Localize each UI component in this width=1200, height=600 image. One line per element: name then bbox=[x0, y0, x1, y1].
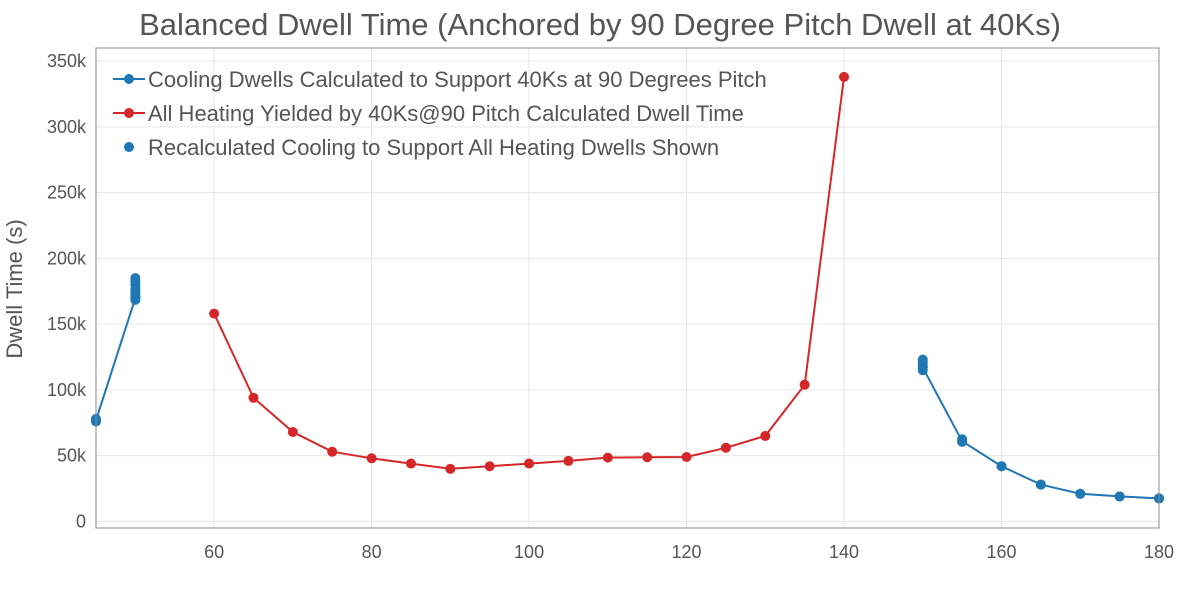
x-tick-label: 140 bbox=[829, 542, 859, 562]
series-3 bbox=[91, 273, 1164, 504]
data-point bbox=[760, 430, 771, 441]
data-point bbox=[839, 71, 850, 82]
data-point bbox=[602, 452, 613, 463]
data-point bbox=[642, 452, 653, 463]
data-point bbox=[209, 308, 220, 319]
data-point bbox=[327, 446, 338, 457]
data-point bbox=[366, 453, 377, 464]
data-point bbox=[720, 442, 731, 453]
data-point bbox=[996, 461, 1007, 472]
x-tick-label: 160 bbox=[986, 542, 1016, 562]
chart-title: Balanced Dwell Time (Anchored by 90 Degr… bbox=[139, 7, 1061, 42]
grid bbox=[96, 48, 1160, 528]
legend-item: Cooling Dwells Calculated to Support 40K… bbox=[113, 67, 767, 92]
y-tick-label: 100k bbox=[47, 380, 87, 400]
data-point bbox=[130, 273, 141, 284]
data-point bbox=[524, 458, 535, 469]
y-axis-label: Dwell Time (s) bbox=[2, 219, 27, 358]
legend: Cooling Dwells Calculated to Support 40K… bbox=[113, 67, 767, 160]
x-axis-ticks: 60 80 100 120 140 160 180 bbox=[204, 542, 1174, 562]
data-point bbox=[484, 461, 495, 472]
x-tick-label: 120 bbox=[672, 542, 702, 562]
x-tick-label: 100 bbox=[514, 542, 544, 562]
y-tick-label: 50k bbox=[57, 446, 87, 466]
plot-frame bbox=[95, 47, 1160, 529]
series-line bbox=[921, 367, 1160, 500]
data-point bbox=[799, 379, 810, 390]
legend-item: All Heating Yielded by 40Ks@90 Pitch Cal… bbox=[113, 101, 744, 126]
legend-label: Recalculated Cooling to Support All Heat… bbox=[148, 135, 719, 160]
data-point bbox=[1075, 488, 1086, 499]
data-point bbox=[248, 392, 259, 403]
legend-item: Recalculated Cooling to Support All Heat… bbox=[124, 135, 719, 160]
x-tick-label: 180 bbox=[1144, 542, 1174, 562]
data-point bbox=[957, 434, 968, 445]
y-tick-label: 350k bbox=[47, 51, 87, 71]
data-point bbox=[445, 463, 456, 474]
plot-area bbox=[91, 71, 1164, 504]
x-tick-label: 80 bbox=[362, 542, 382, 562]
data-point bbox=[287, 427, 298, 437]
y-tick-label: 250k bbox=[47, 183, 87, 203]
series-2 bbox=[209, 71, 850, 474]
data-point bbox=[681, 451, 692, 462]
series-line bbox=[95, 297, 137, 421]
legend-marker bbox=[124, 74, 134, 84]
data-point bbox=[563, 455, 574, 466]
data-point bbox=[405, 458, 416, 469]
legend-label: Cooling Dwells Calculated to Support 40K… bbox=[148, 67, 767, 92]
legend-label: All Heating Yielded by 40Ks@90 Pitch Cal… bbox=[148, 101, 744, 126]
data-point bbox=[1114, 491, 1125, 502]
y-tick-label: 0 bbox=[76, 511, 86, 531]
y-axis-ticks: 0 50k 100k 150k 200k 250k 300k 350k bbox=[47, 51, 87, 531]
y-tick-label: 300k bbox=[47, 117, 87, 137]
legend-marker bbox=[124, 108, 134, 118]
data-point bbox=[1035, 479, 1046, 490]
legend-marker bbox=[124, 142, 134, 152]
data-point bbox=[917, 354, 928, 365]
x-tick-label: 60 bbox=[204, 542, 224, 562]
y-tick-label: 150k bbox=[47, 314, 87, 334]
y-tick-label: 200k bbox=[47, 248, 87, 268]
